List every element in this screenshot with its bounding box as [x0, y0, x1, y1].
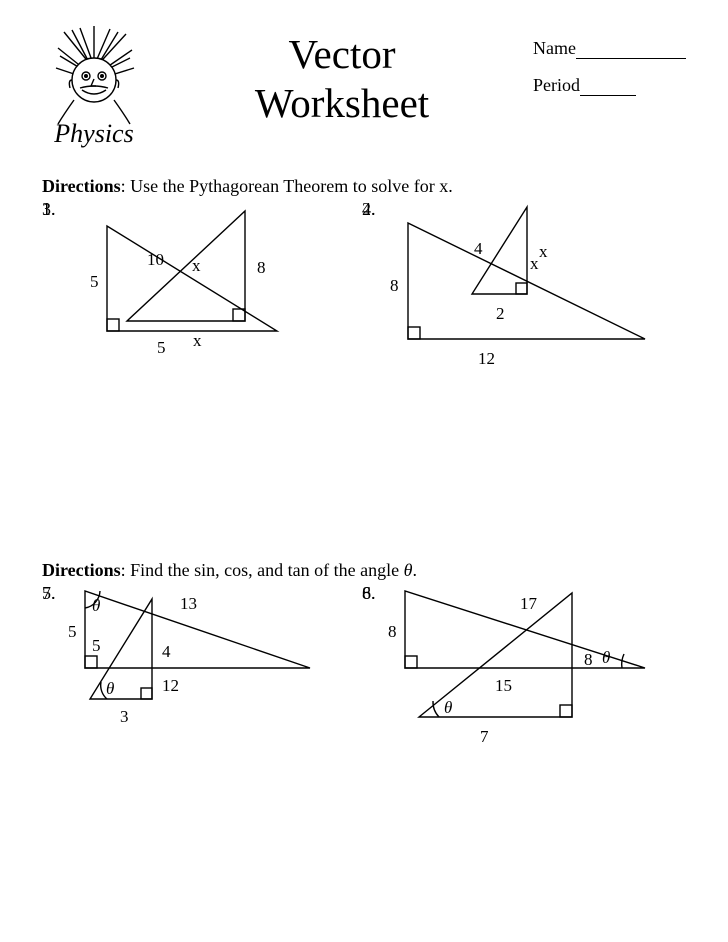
problem-8-theta: θ	[602, 648, 610, 667]
title-line-1: Vector	[288, 31, 395, 77]
problem-4-side-c: x	[539, 242, 548, 261]
directions-label-2: Directions	[42, 560, 121, 580]
problem-3-side-b: x	[193, 331, 202, 350]
logo-text: Physics	[53, 119, 133, 148]
problem-6-side-b: 7	[480, 727, 489, 746]
directions-label: Directions	[42, 176, 121, 196]
problem-4-side-b: 2	[496, 304, 505, 323]
problem-7-side-c: 13	[180, 594, 197, 613]
physics-logo: Physics	[44, 24, 144, 154]
problem-4-side-a: 4	[474, 239, 483, 258]
problem-4-number: 4.	[362, 199, 376, 220]
problem-8-side-c: 17	[520, 594, 538, 613]
problem-7-side-b: 12	[162, 676, 179, 695]
directions-1: Directions: Use the Pythagorean Theorem …	[42, 176, 686, 197]
problem-3-side-a: 10	[147, 250, 164, 269]
period-label: Period	[533, 75, 580, 95]
directions-1-text: Use the Pythagorean Theorem to solve for…	[130, 176, 453, 196]
worksheet-title: Vector Worksheet	[192, 30, 492, 128]
period-field: Period	[533, 75, 686, 96]
problem-3-side-c: 8	[257, 258, 266, 277]
problem-3-triangle: 10 8 x	[97, 203, 317, 358]
problem-7-triangle: 5 13 12 θ	[50, 583, 340, 703]
problem-8-side-b: 15	[495, 676, 512, 695]
name-label: Name	[533, 38, 576, 58]
problem-7-side-a: 5	[68, 622, 77, 641]
title-line-2: Worksheet	[255, 80, 429, 126]
problem-3-number: 3.	[42, 199, 56, 220]
directions-2: Directions: Find the sin, cos, and tan o…	[42, 560, 686, 581]
name-field: Name	[533, 38, 686, 59]
directions-2-text: Find the sin, cos, and tan of the angle	[130, 560, 403, 580]
problem-7-theta: θ	[92, 596, 100, 615]
problem-8-triangle: 8 17 15 θ	[370, 583, 670, 703]
problem-8-side-a: 8	[388, 622, 397, 641]
problem-4-triangle: 4 x 2	[442, 199, 612, 334]
